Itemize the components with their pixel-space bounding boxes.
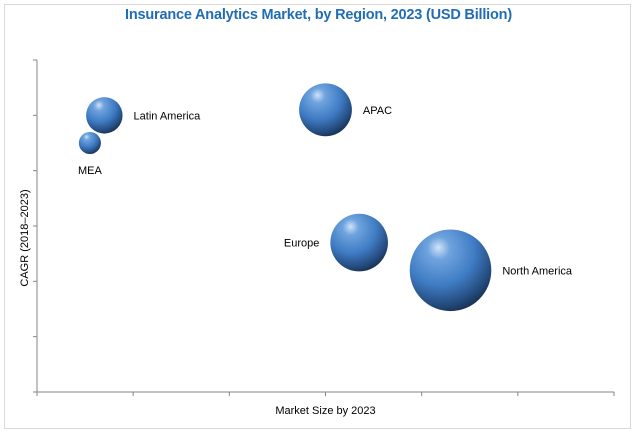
x-axis-label: Market Size by 2023 [275,405,375,417]
bubble-label-latin-america: Latin America [134,110,202,122]
bubble-apac [299,83,352,137]
bubble-label-apac: APAC [363,105,392,117]
bubble-label-north-america: North America [502,265,573,277]
bubble-europe [330,213,388,272]
bubble-label-europe: Europe [284,238,319,250]
bubble-mea [78,131,101,155]
bubble-label-mea: MEA [78,165,103,177]
bubbles [78,83,492,312]
chart-frame [4,4,631,429]
y-axis-label: CAGR (2018–2023) [19,189,31,286]
bubble-latin-america [86,97,123,134]
axes [33,59,615,396]
chart-title: Insurance Analytics Market, by Region, 2… [125,7,512,23]
bubble-labels: Latin America MEA APAC Europe North America [78,105,573,277]
bubble-north-america [409,229,492,312]
